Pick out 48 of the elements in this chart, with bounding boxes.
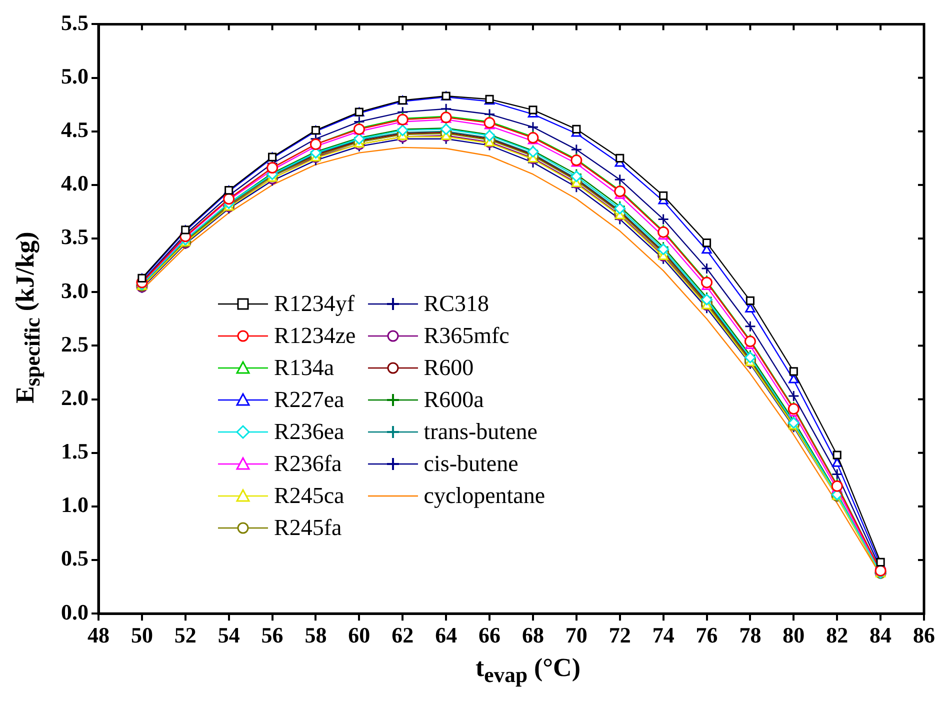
legend-label: cis-butene <box>424 451 518 477</box>
legend-label: R245ca <box>274 483 344 509</box>
x-tick-label: 60 <box>348 622 370 648</box>
legend-label: R365mfc <box>424 323 510 349</box>
x-tick-label: 84 <box>870 622 892 648</box>
y-tick-label: 1.0 <box>61 492 88 518</box>
x-tick-label: 54 <box>218 622 240 648</box>
legend-label: R236fa <box>274 451 342 477</box>
x-tick-label: 82 <box>826 622 848 648</box>
y-tick-label: 2.0 <box>61 384 88 410</box>
y-tick-label: 2.5 <box>61 331 88 356</box>
legend-label: R236ea <box>274 419 344 445</box>
y-tick-label: 5.0 <box>61 63 88 88</box>
x-tick-label: 78 <box>739 622 762 648</box>
legend-label: trans-butene <box>424 419 538 445</box>
x-axis-title: t$_{evap}$ (°C) <box>474 653 582 688</box>
x-tick-label: 86 <box>913 622 935 648</box>
x-tick-label: 58 <box>304 622 327 648</box>
legend-label: R134a <box>274 355 334 381</box>
x-tick-label: 66 <box>478 622 501 648</box>
legend-label: R600 <box>424 355 474 381</box>
y-tick-label: 5.5 <box>61 10 88 35</box>
y-tick-label: 1.5 <box>61 438 88 464</box>
x-tick-label: 48 <box>88 622 110 648</box>
legend-label: R245fa <box>274 515 342 541</box>
x-tick-label: 56 <box>261 622 284 648</box>
x-tick-label: 74 <box>652 622 674 648</box>
legend-label: RC318 <box>424 291 489 317</box>
y-tick-label: 3.5 <box>61 224 88 250</box>
y-tick-label: 0.0 <box>61 599 88 624</box>
x-tick-label: 64 <box>435 622 458 648</box>
x-tick-label: 70 <box>565 622 588 648</box>
x-tick-label: 76 <box>696 622 718 648</box>
y-tick-label: 3.0 <box>61 278 88 303</box>
x-tick-label: 68 <box>522 622 544 648</box>
y-tick-label: 4.0 <box>61 170 88 196</box>
x-tick-label: 50 <box>130 622 153 648</box>
legend-label: cyclopentane <box>424 483 546 509</box>
legend-label: R227ea <box>274 387 344 413</box>
x-tick-label: 62 <box>392 622 414 648</box>
x-tick-label: 72 <box>608 622 631 648</box>
legend-label: R1234ze <box>274 323 356 349</box>
y-tick-label: 0.5 <box>61 546 88 571</box>
x-tick-label: 52 <box>174 622 196 648</box>
legend-label: R1234yf <box>274 291 354 317</box>
y-tick-label: 4.5 <box>61 117 88 142</box>
x-tick-label: 80 <box>782 622 805 648</box>
legend-label: R600a <box>424 387 484 413</box>
